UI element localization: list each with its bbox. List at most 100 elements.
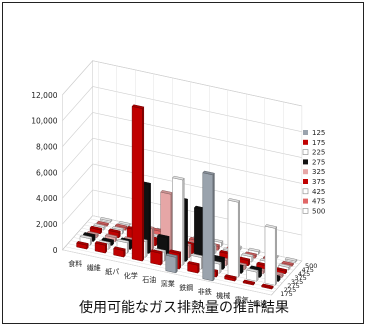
x-tick-label: 非鉄 bbox=[198, 287, 212, 296]
depth-tick-label: 475 bbox=[302, 266, 314, 274]
bar-top bbox=[249, 265, 263, 270]
legend-swatch bbox=[302, 188, 309, 195]
bar-top bbox=[165, 253, 178, 258]
bar-top bbox=[94, 241, 108, 246]
x-tick-label: 紙パ bbox=[105, 267, 119, 276]
x-axis: 食料 繊維 紙パ 化学 石油 窯業 鉄鋼 非鉄 機械 電気 輸送 bbox=[68, 259, 267, 308]
y-axis: 0 2,000 4,000 6,000 8,000 10,000 12,000 bbox=[31, 91, 57, 255]
bar-top bbox=[261, 283, 274, 289]
bar-top bbox=[116, 238, 130, 244]
bar-top bbox=[246, 268, 259, 273]
depth-tick-label: 275 bbox=[287, 282, 299, 290]
legend-label: 125 bbox=[312, 129, 325, 137]
y-tick-label: 12,000 bbox=[31, 91, 57, 100]
depth-tick-label: 500 bbox=[305, 262, 317, 270]
bar-top bbox=[108, 228, 121, 233]
bar-top bbox=[241, 252, 254, 258]
bar bbox=[187, 261, 200, 274]
legend-label: 325 bbox=[312, 168, 325, 176]
bar bbox=[113, 246, 126, 258]
x-tick-label: 石油 bbox=[142, 275, 156, 284]
gridline bbox=[62, 86, 302, 132]
floor-line bbox=[62, 249, 272, 296]
bar-top bbox=[101, 237, 115, 242]
bar-front bbox=[227, 199, 239, 278]
depth-tick-label: 375 bbox=[294, 274, 306, 282]
legend-label: 225 bbox=[312, 149, 325, 157]
bar bbox=[76, 241, 89, 250]
bar-top bbox=[114, 223, 128, 228]
legend-label: 500 bbox=[312, 207, 325, 215]
bar-top bbox=[227, 198, 241, 203]
bar bbox=[131, 104, 145, 262]
bar bbox=[227, 198, 241, 278]
chart-bars bbox=[76, 104, 298, 290]
gridline bbox=[62, 137, 302, 184]
legend-label: 425 bbox=[312, 188, 325, 196]
bar bbox=[94, 241, 108, 254]
bar-top bbox=[76, 241, 89, 246]
bar-front bbox=[202, 172, 214, 282]
legend-swatch bbox=[303, 198, 308, 204]
bar bbox=[278, 263, 291, 271]
bar-front bbox=[264, 225, 276, 286]
bar-top bbox=[82, 232, 96, 237]
x-tick-label: 窯業 bbox=[161, 279, 175, 288]
bar bbox=[242, 279, 256, 286]
bar-top bbox=[281, 260, 294, 266]
y-tick-label: 6,000 bbox=[36, 168, 58, 177]
x-tick-label: 鉄鋼 bbox=[179, 283, 193, 292]
x-tick-label: 食料 bbox=[68, 259, 82, 268]
bar-front bbox=[165, 254, 177, 274]
bar-top bbox=[172, 175, 185, 181]
bar-top bbox=[224, 274, 237, 279]
y-tick-label: 4,000 bbox=[36, 194, 58, 203]
bar bbox=[261, 283, 274, 290]
bar-top bbox=[131, 104, 145, 109]
bar-top bbox=[242, 279, 256, 285]
bar-top bbox=[284, 257, 298, 262]
bar bbox=[165, 253, 178, 274]
x-tick-label: 繊維 bbox=[87, 263, 101, 272]
legend-label: 275 bbox=[312, 158, 325, 166]
bar-front bbox=[131, 106, 143, 262]
chart-caption: 使用可能なガス排熱量の推計結果 bbox=[79, 300, 289, 316]
x-tick-label: 輸送 bbox=[253, 299, 267, 308]
bar-top bbox=[247, 247, 261, 253]
bar bbox=[202, 170, 215, 282]
depth-tick-label: 425 bbox=[298, 270, 310, 278]
bar bbox=[172, 175, 185, 266]
legend-swatch bbox=[302, 149, 309, 155]
bar-top bbox=[99, 217, 113, 222]
bar-top bbox=[278, 263, 291, 268]
legend-swatch bbox=[303, 159, 308, 165]
bar bbox=[224, 274, 237, 282]
bar-top bbox=[113, 246, 126, 251]
bar-top bbox=[202, 170, 215, 176]
bar-top bbox=[79, 234, 93, 240]
legend-label: 375 bbox=[312, 178, 325, 186]
y-tick-label: 0 bbox=[53, 246, 58, 255]
legend-swatch bbox=[303, 139, 308, 145]
gridline bbox=[62, 163, 302, 210]
legend-label: 175 bbox=[312, 139, 325, 147]
bar-top bbox=[118, 221, 131, 226]
bar-top bbox=[96, 220, 109, 226]
bar bbox=[99, 217, 113, 224]
bar-top bbox=[104, 233, 118, 239]
legend-swatch bbox=[302, 208, 309, 214]
legend-swatch bbox=[303, 169, 308, 175]
depth-tick-label: 325 bbox=[291, 278, 303, 286]
bar bbox=[264, 224, 278, 286]
bar-top bbox=[111, 226, 125, 231]
gridline bbox=[62, 60, 302, 107]
depth-tick-label: 225 bbox=[284, 286, 296, 294]
y-tick-label: 8,000 bbox=[36, 143, 58, 152]
x-tick-label: 化学 bbox=[124, 271, 138, 280]
bar bbox=[246, 268, 259, 282]
bar bbox=[150, 249, 163, 266]
bar-top bbox=[93, 223, 106, 228]
depth-tick-label: 175 bbox=[280, 290, 292, 298]
